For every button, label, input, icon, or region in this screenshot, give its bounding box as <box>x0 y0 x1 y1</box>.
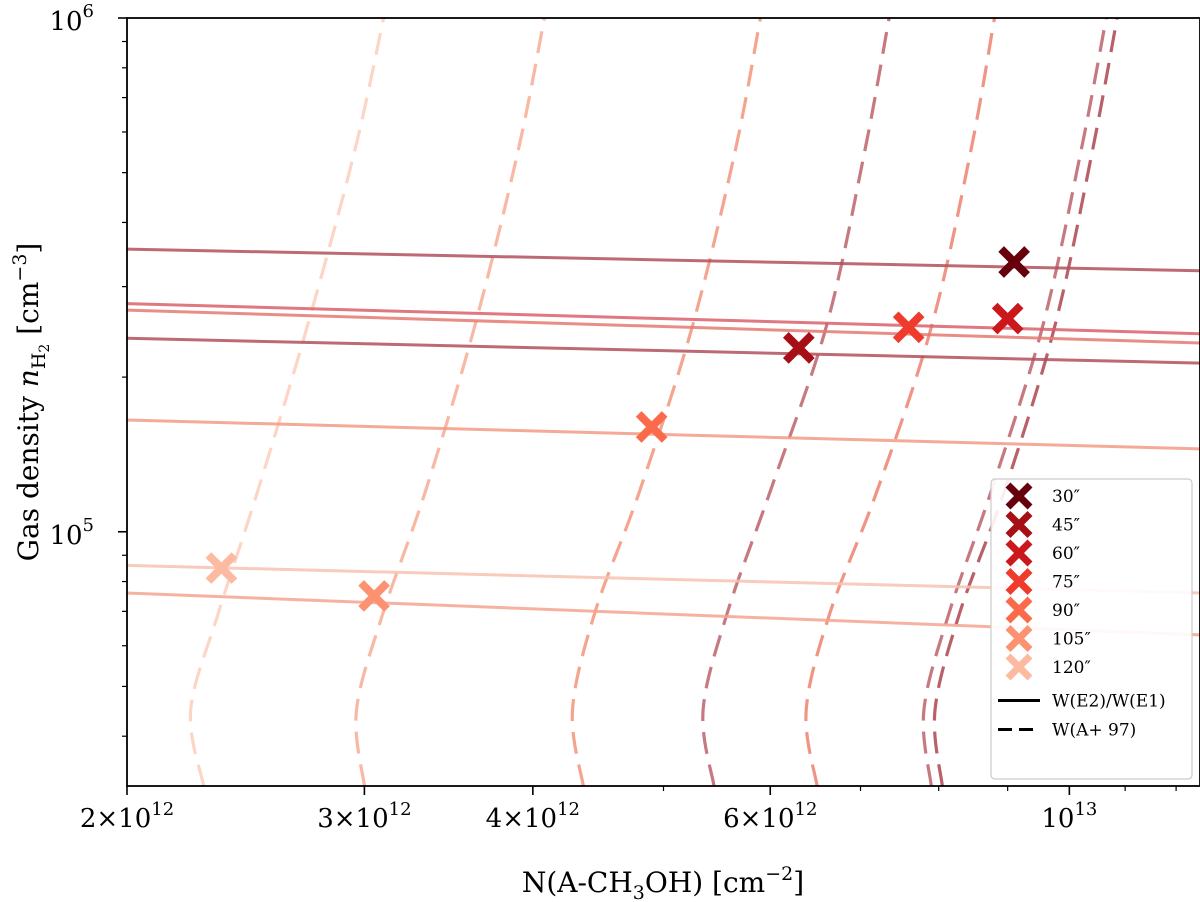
data-point-4 <box>635 411 668 443</box>
dashed-curve-3 <box>701 18 891 786</box>
dashed-curve-4 <box>804 18 997 786</box>
x-axis-label: N(A-CH3OH) [cm−2] <box>522 863 804 902</box>
legend-dashed-label: W(A+ 97) <box>1052 721 1136 741</box>
dashed-curve-1 <box>354 18 546 786</box>
data-points <box>205 246 1030 612</box>
legend: 30″ 45″ 60″ 75″ 90″ 105″ 120″ W(E2)/W(E1) W(A+ 9… <box>990 478 1193 780</box>
legend-label-6: 120″ <box>1052 658 1091 678</box>
solid-curve-3 <box>127 308 1200 345</box>
solid-curve-0 <box>127 247 1200 273</box>
x-tick-label-0: 2×1012 <box>80 799 174 834</box>
legend-label-0: 30″ <box>1052 487 1080 507</box>
data-point-2 <box>991 302 1024 335</box>
legend-label-5: 105″ <box>1052 630 1091 650</box>
y-axis-label: Gas density nH2 [cm−3] <box>9 243 53 562</box>
axis-ticks <box>118 17 1177 795</box>
legend-solid-label: W(E2)/W(E1) <box>1052 692 1166 712</box>
data-point-5 <box>358 580 390 612</box>
dashed-curve-2 <box>570 18 762 786</box>
legend-marker-4 <box>1005 596 1033 624</box>
legend-label-4: 90″ <box>1052 601 1080 621</box>
legend-box <box>990 478 1193 780</box>
data-point-1 <box>782 332 815 364</box>
data-point-0 <box>998 246 1030 278</box>
dashed-curves <box>188 18 1119 786</box>
legend-marker-5 <box>1005 625 1033 652</box>
y-tick-label-0: 105 <box>49 515 94 551</box>
x-tick-label-4: 1013 <box>1041 799 1097 834</box>
tick-labels: 2×1012 3×1012 4×1012 6×1012 1013 105 106 <box>49 1 1097 834</box>
data-point-6 <box>205 552 238 584</box>
legend-label-2: 60″ <box>1052 544 1080 564</box>
dashed-curve-0 <box>188 18 386 786</box>
x-tick-label-1: 3×1012 <box>317 799 411 834</box>
solid-curve-2 <box>127 302 1200 336</box>
legend-marker-6 <box>1005 653 1033 681</box>
dashed-curve-6 <box>932 18 1119 786</box>
legend-marker-1 <box>1005 511 1033 538</box>
dashed-curve-5 <box>921 18 1108 786</box>
legend-marker-3 <box>1005 568 1033 595</box>
solid-curve-1 <box>127 336 1200 365</box>
legend-marker-2 <box>1005 539 1033 567</box>
y-tick-label-1: 106 <box>49 1 94 37</box>
x-tick-label-3: 6×1012 <box>723 799 817 834</box>
legend-label-1: 45″ <box>1052 516 1080 536</box>
data-point-3 <box>892 311 925 344</box>
legend-label-3: 75″ <box>1052 573 1080 593</box>
legend-marker-0 <box>1005 482 1033 510</box>
x-tick-label-2: 4×1012 <box>486 799 580 834</box>
